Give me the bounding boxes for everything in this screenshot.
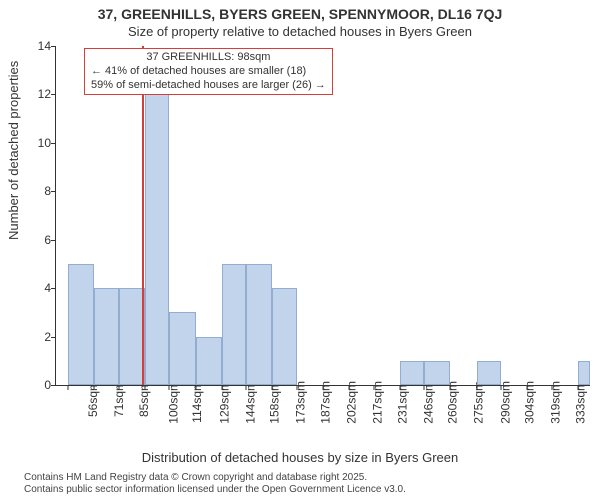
x-tick-label: 260sqm (446, 381, 460, 424)
x-tick-mark (272, 385, 273, 390)
x-tick-label: 333sqm (573, 381, 587, 424)
x-tick-mark (323, 385, 324, 390)
y-axis-label: Number of detached properties (6, 61, 21, 240)
y-tick-mark (51, 385, 56, 386)
histogram-bar (169, 312, 195, 385)
y-tick-label: 10 (26, 136, 51, 150)
credits: Contains HM Land Registry data © Crown c… (24, 472, 406, 496)
x-tick-mark (195, 385, 196, 390)
x-tick-label: 187sqm (318, 381, 332, 424)
y-tick-label: 6 (26, 233, 51, 247)
annotation-box: 37 GREENHILLS: 98sqm ← 41% of detached h… (84, 48, 333, 95)
histogram-bar (477, 361, 501, 385)
x-tick-mark (246, 385, 247, 390)
y-tick-mark (51, 143, 56, 144)
annotation-line-3: 59% of semi-detached houses are larger (… (91, 79, 326, 93)
y-tick-label: 12 (26, 87, 51, 101)
x-tick-mark (424, 385, 425, 390)
x-tick-mark (221, 385, 222, 390)
x-tick-mark (527, 385, 528, 390)
plot-area: 0246810121456sqm71sqm85sqm100sqm114sqm12… (55, 46, 590, 386)
x-tick-label: 129sqm (217, 381, 231, 424)
x-tick-label: 114sqm (190, 381, 204, 423)
x-tick-mark (577, 385, 578, 390)
x-tick-mark (551, 385, 552, 390)
x-tick-label: 275sqm (472, 381, 486, 424)
histogram-bar (578, 361, 590, 385)
histogram-bar (94, 288, 118, 385)
x-tick-mark (118, 385, 119, 390)
x-tick-label: 231sqm (395, 381, 409, 424)
chart-container: 37, GREENHILLS, BYERS GREEN, SPENNYMOOR,… (0, 0, 600, 500)
histogram-bar (424, 361, 450, 385)
credits-line-1: Contains HM Land Registry data © Crown c… (24, 472, 406, 484)
x-tick-mark (296, 385, 297, 390)
x-axis-label: Distribution of detached houses by size … (0, 450, 600, 465)
x-tick-mark (169, 385, 170, 390)
y-tick-mark (51, 240, 56, 241)
histogram-bar (222, 264, 246, 385)
histogram-bar (246, 264, 272, 385)
y-tick-mark (51, 288, 56, 289)
histogram-bar (145, 94, 169, 385)
histogram-bar (272, 288, 296, 385)
y-tick-label: 14 (26, 39, 51, 53)
histogram-bar (196, 337, 222, 385)
x-tick-mark (94, 385, 95, 390)
y-tick-mark (51, 191, 56, 192)
y-tick-label: 0 (26, 378, 51, 392)
y-tick-mark (51, 46, 56, 47)
x-tick-label: 202sqm (344, 381, 358, 424)
x-tick-mark (399, 385, 400, 390)
x-tick-label: 71sqm (112, 381, 126, 417)
x-tick-mark (145, 385, 146, 390)
x-tick-label: 158sqm (268, 381, 282, 424)
y-tick-label: 4 (26, 281, 51, 295)
x-tick-mark (501, 385, 502, 390)
y-tick-mark (51, 94, 56, 95)
annotation-line-2: ← 41% of detached houses are smaller (18… (91, 65, 326, 79)
histogram-bar (68, 264, 94, 385)
x-tick-label: 304sqm (522, 381, 536, 424)
x-tick-mark (476, 385, 477, 390)
y-tick-label: 8 (26, 184, 51, 198)
title-line-1: 37, GREENHILLS, BYERS GREEN, SPENNYMOOR,… (0, 6, 600, 22)
credits-line-2: Contains public sector information licen… (24, 484, 406, 496)
annotation-line-1: 37 GREENHILLS: 98sqm (91, 51, 326, 65)
y-tick-mark (51, 337, 56, 338)
x-tick-mark (373, 385, 374, 390)
title-line-2: Size of property relative to detached ho… (0, 24, 600, 39)
highlight-line (142, 46, 144, 385)
x-tick-mark (349, 385, 350, 390)
x-tick-mark (450, 385, 451, 390)
x-tick-mark (68, 385, 69, 390)
y-tick-label: 2 (26, 330, 51, 344)
histogram-bar (400, 361, 424, 385)
